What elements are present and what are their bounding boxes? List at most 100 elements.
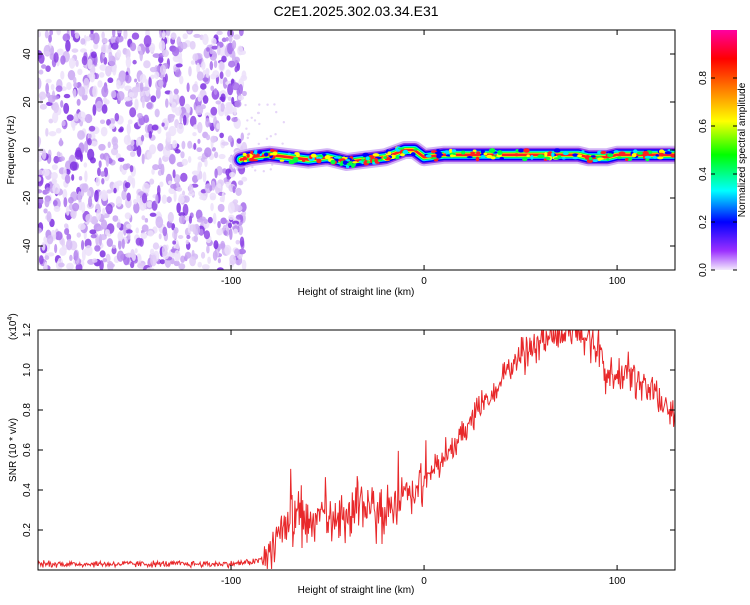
noise-blob	[225, 69, 231, 78]
noise-blob	[180, 255, 186, 263]
noise-blob	[133, 198, 138, 205]
noise-blob	[125, 223, 132, 229]
noise-blob	[171, 101, 177, 113]
noise-blob	[212, 212, 217, 225]
noise-blob	[96, 208, 102, 221]
noise-speck	[254, 169, 257, 172]
noise-blob	[148, 42, 156, 53]
noise-blob	[173, 190, 177, 202]
colorbar-ticks: 0.0 0.2 0.4 0.6 0.8	[698, 71, 737, 277]
noise-blob	[141, 193, 148, 204]
colorbar-tick-label: 0.4	[698, 167, 709, 181]
signal-speck	[644, 155, 652, 159]
signal-speck	[557, 155, 562, 158]
noise-blob	[61, 120, 66, 127]
signal-speck	[472, 149, 477, 153]
noise-blob	[62, 188, 68, 200]
noise-blob	[182, 33, 188, 40]
signal-speck	[461, 150, 466, 155]
noise-blob	[72, 88, 77, 98]
noise-blob	[86, 190, 92, 197]
noise-blob	[136, 145, 142, 158]
noise-blob	[148, 76, 152, 88]
noise-blob	[141, 96, 145, 109]
noise-blob	[238, 225, 244, 236]
noise-blob	[43, 51, 51, 56]
noise-blob	[74, 32, 80, 39]
signal-speck	[258, 150, 262, 153]
noise-blob	[127, 119, 133, 125]
noise-blob	[51, 164, 58, 171]
noise-blob	[149, 248, 155, 256]
noise-blob	[123, 224, 127, 236]
noise-blob	[172, 140, 178, 149]
noise-blob	[225, 92, 229, 99]
noise-blob	[107, 77, 114, 84]
noise-blob	[66, 82, 72, 90]
noise-blob	[162, 30, 166, 40]
noise-blob	[49, 30, 54, 36]
noise-blob	[73, 250, 79, 262]
signal-speck	[400, 153, 405, 157]
noise-blob	[192, 223, 196, 235]
noise-blob	[38, 169, 44, 176]
noise-blob	[126, 192, 131, 202]
signal-speck	[561, 156, 566, 160]
noise-blob	[204, 147, 212, 158]
noise-blob	[236, 138, 242, 144]
noise-blob	[83, 140, 89, 153]
noise-blob	[45, 127, 49, 137]
noise-blob	[84, 170, 88, 183]
noise-blob	[63, 223, 69, 229]
noise-blob	[81, 55, 88, 66]
noise-blob	[134, 248, 138, 254]
noise-blob	[84, 113, 93, 124]
noise-blob	[198, 170, 203, 180]
noise-blob	[99, 260, 104, 270]
noise-blob	[89, 72, 96, 83]
noise-blob	[170, 32, 177, 40]
snr-y-tick-label: 0.2	[22, 523, 33, 537]
noise-blob	[189, 115, 197, 127]
noise-blob	[116, 49, 122, 58]
noise-blob	[188, 183, 194, 195]
noise-blob	[127, 175, 134, 185]
noise-blob	[233, 228, 238, 235]
noise-blob	[98, 190, 104, 199]
figure-title: C2E1.2025.302.03.34.E31	[273, 3, 438, 19]
noise-blob	[206, 47, 210, 52]
signal-speck	[242, 152, 247, 157]
noise-blob	[77, 68, 83, 76]
signal-speck	[301, 158, 306, 163]
noise-blob	[81, 201, 86, 214]
noise-blob	[218, 153, 226, 160]
noise-blob	[55, 127, 62, 134]
spectrogram-y-ticks: -40 -20 0 20 40	[22, 48, 675, 253]
noise-blob	[38, 77, 42, 90]
noise-blob	[73, 113, 79, 122]
noise-blob	[65, 206, 70, 216]
noise-blob	[140, 134, 145, 142]
noise-blob	[75, 59, 79, 68]
noise-blob	[185, 239, 189, 245]
noise-blob	[191, 175, 199, 184]
noise-blob	[169, 90, 174, 103]
noise-region	[38, 30, 286, 270]
noise-blob	[217, 101, 221, 114]
noise-blob	[80, 240, 85, 251]
signal-speck	[607, 153, 614, 158]
noise-blob	[66, 114, 74, 121]
noise-blob	[62, 33, 71, 42]
noise-blob	[102, 207, 106, 216]
noise-blob	[123, 96, 132, 102]
snr-panel: -100 0 100 0.2 0.4 0.6 0.8 1.0 1.2 Height of st…	[7, 313, 676, 596]
noise-blob	[94, 245, 101, 252]
noise-blob	[187, 140, 193, 149]
signal-speck	[581, 150, 585, 153]
noise-blob	[210, 73, 217, 80]
noise-blob	[207, 256, 211, 264]
noise-blob	[227, 30, 234, 38]
noise-blob	[88, 125, 96, 132]
signal-speck	[483, 152, 488, 156]
noise-blob	[168, 154, 176, 165]
